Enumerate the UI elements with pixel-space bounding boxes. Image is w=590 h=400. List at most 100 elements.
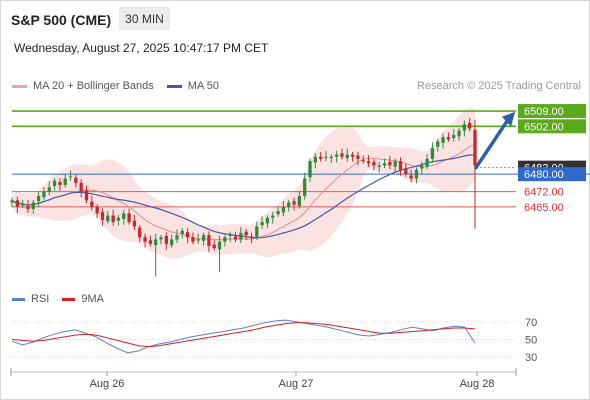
- rsi-tick-label: 50: [525, 335, 537, 347]
- level-tag-label: 6502.00: [524, 121, 564, 133]
- candle-body: [42, 191, 46, 198]
- support-level-label: 6465.00: [524, 202, 564, 214]
- candle-body: [468, 122, 472, 129]
- timeframe-badge[interactable]: 30 MIN: [119, 7, 170, 30]
- credit-text: Research © 2025 Trading Central: [416, 80, 581, 92]
- candle-body: [457, 130, 461, 137]
- legend-swatch-9ma: [62, 297, 76, 301]
- candle-body: [100, 212, 105, 220]
- level-tag-label: 6509.00: [524, 106, 564, 118]
- candle-body: [148, 240, 153, 244]
- legend-item-ma20-bb: MA 20 + Bollinger Bands: [12, 80, 154, 92]
- level-tag-bg: [518, 104, 586, 119]
- ma20-line: [11, 144, 476, 241]
- candle-body: [180, 230, 184, 234]
- candle-body: [356, 155, 360, 159]
- candle-body: [127, 213, 131, 223]
- forecast-arrow-shaft: [474, 118, 510, 170]
- candle-body: [345, 154, 349, 159]
- candle-body: [324, 156, 328, 158]
- candle-body: [334, 154, 339, 157]
- rsi-legend: RSI 9MA: [12, 293, 117, 305]
- candle-body: [212, 244, 216, 249]
- candle-body: [420, 165, 424, 169]
- rsi-line: [11, 319, 476, 354]
- candle-body: [170, 239, 174, 246]
- x-tick-label: Aug 26: [90, 378, 125, 390]
- candle-body: [239, 232, 243, 240]
- candle-body: [265, 217, 270, 224]
- legend-item-ma50: MA 50: [166, 80, 219, 92]
- candle-body: [217, 241, 222, 250]
- rsi-tick-label: 70: [525, 317, 537, 329]
- candle-body: [414, 169, 419, 179]
- candle-body: [271, 215, 275, 218]
- chart-title: S&P 500 (CME): [11, 12, 112, 28]
- rsi-ma-line: [11, 322, 476, 348]
- candle-body: [31, 202, 35, 209]
- legend-label-rsi: RSI: [31, 293, 50, 305]
- candle-body: [106, 215, 110, 222]
- candle-body: [164, 235, 168, 244]
- ma50-line: [11, 154, 476, 239]
- candle-body: [90, 201, 94, 207]
- legend-item-rsi: RSI: [12, 293, 49, 305]
- candle-body: [287, 202, 291, 207]
- candle-body: [138, 227, 142, 238]
- candle-body: [308, 161, 312, 178]
- legend-item-9ma: 9MA: [62, 293, 104, 305]
- candle-body: [84, 190, 89, 201]
- candle-body: [79, 182, 83, 192]
- forecast-arrowhead: [502, 111, 515, 127]
- candle-body: [329, 156, 333, 159]
- candle-body: [462, 124, 467, 131]
- candle-body: [26, 205, 30, 209]
- candle-body: [276, 211, 280, 215]
- legend-swatch-ma50: [166, 84, 182, 88]
- candle-body: [116, 217, 121, 221]
- candle-body: [58, 182, 62, 186]
- candle-body: [15, 200, 19, 207]
- candle-body: [63, 178, 67, 186]
- x-tick-label: Aug 27: [279, 378, 314, 390]
- candle-body: [111, 215, 115, 223]
- candle-body: [95, 206, 99, 214]
- candle-body: [10, 200, 14, 203]
- candle-body: [36, 195, 41, 202]
- candle-body: [393, 161, 397, 167]
- support-level-label: 6472.00: [524, 187, 564, 199]
- candle-body: [260, 222, 264, 226]
- candle-body: [228, 235, 232, 237]
- candle-body: [196, 239, 200, 241]
- candle-body: [132, 220, 137, 227]
- candle-body: [372, 161, 376, 166]
- candle-body: [159, 237, 163, 240]
- legend-label-ma20-bb: MA 20 + Bollinger Bands: [33, 80, 154, 92]
- candle-body: [191, 237, 195, 242]
- candle-body: [388, 161, 392, 166]
- title-row: S&P 500 (CME): [11, 9, 111, 31]
- candle-body: [207, 235, 211, 246]
- candle-body: [340, 153, 344, 157]
- legend-swatch-ma20: [12, 84, 27, 88]
- x-tick-label: Aug 28: [460, 378, 495, 390]
- candle-body: [249, 236, 254, 238]
- candle-body: [185, 232, 190, 238]
- candle-body: [446, 137, 451, 140]
- candle-body: [436, 141, 440, 147]
- candle-body: [297, 195, 302, 206]
- candle-body: [366, 161, 371, 164]
- candle-body: [452, 135, 456, 139]
- candle-body: [425, 158, 429, 167]
- candle-body: [122, 213, 126, 220]
- current-price-tag-bg: [518, 167, 586, 182]
- level-tag-bg: [518, 119, 586, 134]
- legend-swatch-rsi: [12, 297, 25, 301]
- legend-label-9ma: 9MA: [81, 293, 104, 305]
- candle-body: [233, 236, 238, 240]
- candle-body: [201, 235, 206, 241]
- candle-body: [143, 237, 147, 242]
- candle-body: [473, 129, 477, 166]
- candle-body: [404, 168, 408, 175]
